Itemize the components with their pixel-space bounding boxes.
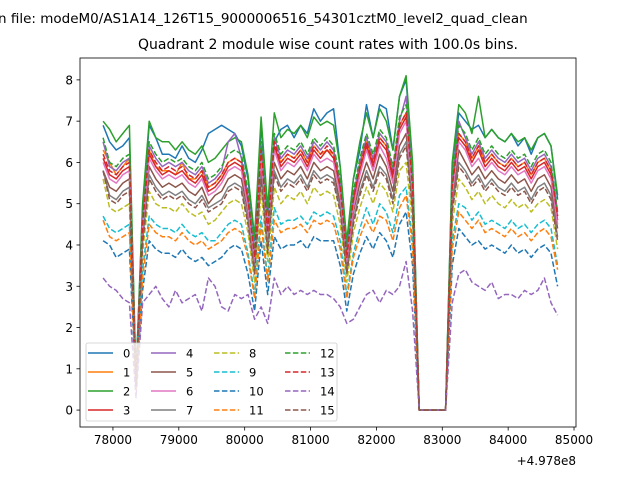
x-tick-label: 78000 <box>94 433 132 447</box>
x-tick-label: 83000 <box>423 433 461 447</box>
legend-label-7: 7 <box>186 404 193 418</box>
y-tick-label: 2 <box>65 321 73 335</box>
series-line-15 <box>102 145 559 411</box>
series-line-12 <box>102 103 559 411</box>
legend-label-2: 2 <box>123 385 130 399</box>
legend-label-5: 5 <box>186 366 193 380</box>
chart-title: Quadrant 2 module wise count rates with … <box>138 37 518 53</box>
series-line-6 <box>102 120 559 411</box>
legend-label-11: 11 <box>249 404 264 418</box>
series-lines <box>102 74 559 411</box>
series-line-4 <box>102 95 559 411</box>
y-tick-label: 3 <box>65 280 73 294</box>
series-line-5 <box>102 132 559 411</box>
y-tick-label: 7 <box>65 115 73 129</box>
series-line-10 <box>102 211 559 411</box>
legend-label-15: 15 <box>320 404 335 418</box>
legend-label-3: 3 <box>123 404 130 418</box>
series-line-2 <box>102 74 559 411</box>
series-line-7 <box>102 141 559 411</box>
y-tick-label: 1 <box>65 362 73 376</box>
legend-label-13: 13 <box>320 366 335 380</box>
y-tick-label: 0 <box>65 404 73 418</box>
x-tick-label: 79000 <box>160 433 198 447</box>
legend-label-6: 6 <box>186 385 193 399</box>
legend-frame <box>85 342 338 422</box>
series-line-9 <box>102 186 559 411</box>
series-line-0 <box>102 79 559 411</box>
y-tick-label: 4 <box>65 238 73 252</box>
legend-label-8: 8 <box>249 347 256 361</box>
y-tick-label: 8 <box>65 73 73 87</box>
axes-frame <box>79 57 577 428</box>
y-tick-label: 5 <box>65 197 73 211</box>
legend-label-12: 12 <box>320 347 335 361</box>
legend-label-10: 10 <box>249 385 264 399</box>
x-offset-label: +4.978e8 <box>517 454 576 468</box>
legend-label-4: 4 <box>186 347 193 361</box>
x-tick-label: 84000 <box>489 433 527 447</box>
x-tick-label: 85000 <box>555 433 593 447</box>
y-tick-label: 6 <box>65 156 73 170</box>
x-tick-label: 82000 <box>357 433 395 447</box>
legend-label-9: 9 <box>249 366 256 380</box>
axis-ticks: 78000 79000 80000 81000 82000 83000 84000 85000… <box>65 73 593 447</box>
figure-suptitle: n file: modeM0/AS1A14_126T15_9000006516_… <box>0 11 528 27</box>
legend-label-1: 1 <box>123 366 130 380</box>
legend-label-0: 0 <box>123 347 130 361</box>
series-line-14 <box>102 260 559 411</box>
series-line-3 <box>102 116 559 411</box>
legend-label-14: 14 <box>320 385 335 399</box>
x-tick-label: 81000 <box>291 433 329 447</box>
x-tick-label: 80000 <box>226 433 264 447</box>
series-line-13 <box>102 112 559 411</box>
series-line-11 <box>102 194 559 411</box>
series-line-8 <box>102 161 559 411</box>
